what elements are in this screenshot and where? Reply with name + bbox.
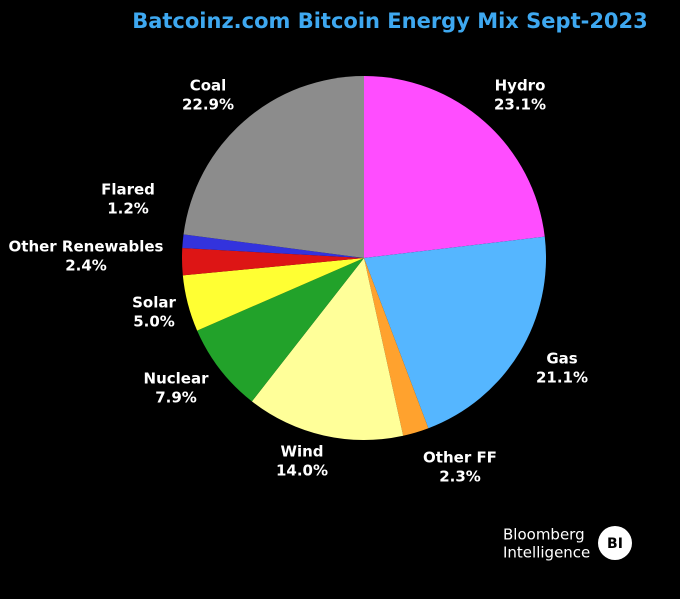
pie-slice xyxy=(364,258,429,436)
slice-label: Nuclear xyxy=(144,370,210,388)
slice-label: Wind xyxy=(280,443,323,461)
brand-line: Bloomberg xyxy=(503,526,585,544)
pie-slice xyxy=(182,258,364,331)
pie-slice xyxy=(251,258,404,441)
value-label: 14.0% xyxy=(276,462,328,480)
slice-label: Coal xyxy=(190,77,227,95)
chart-title: Batcoinz.com Bitcoin Energy Mix Sept-202… xyxy=(132,9,648,33)
value-label: 2.3% xyxy=(439,468,481,486)
pie-slice xyxy=(364,236,547,429)
value-label: 7.9% xyxy=(155,389,197,407)
slice-label: Hydro xyxy=(495,77,546,95)
value-label: 23.1% xyxy=(494,96,546,114)
value-label: 5.0% xyxy=(133,313,175,331)
logo-badge xyxy=(598,526,632,560)
pie-slice xyxy=(364,76,545,258)
slice-label: Other Renewables xyxy=(9,238,164,256)
pie-slice xyxy=(182,234,364,258)
slice-label: Gas xyxy=(546,350,577,368)
value-label: 21.1% xyxy=(536,369,588,387)
value-label: 22.9% xyxy=(182,96,234,114)
logo: BI xyxy=(607,536,623,552)
slice-label: Flared xyxy=(101,181,155,199)
value-label: 2.4% xyxy=(65,257,107,275)
brand-line: Intelligence xyxy=(503,544,590,562)
value-label: 1.2% xyxy=(107,200,149,218)
slice-label: Other FF xyxy=(423,449,497,467)
slice-label: Solar xyxy=(132,294,176,312)
pie-slice xyxy=(197,258,364,402)
pie-slice xyxy=(181,247,364,276)
pie-slice xyxy=(183,75,364,258)
